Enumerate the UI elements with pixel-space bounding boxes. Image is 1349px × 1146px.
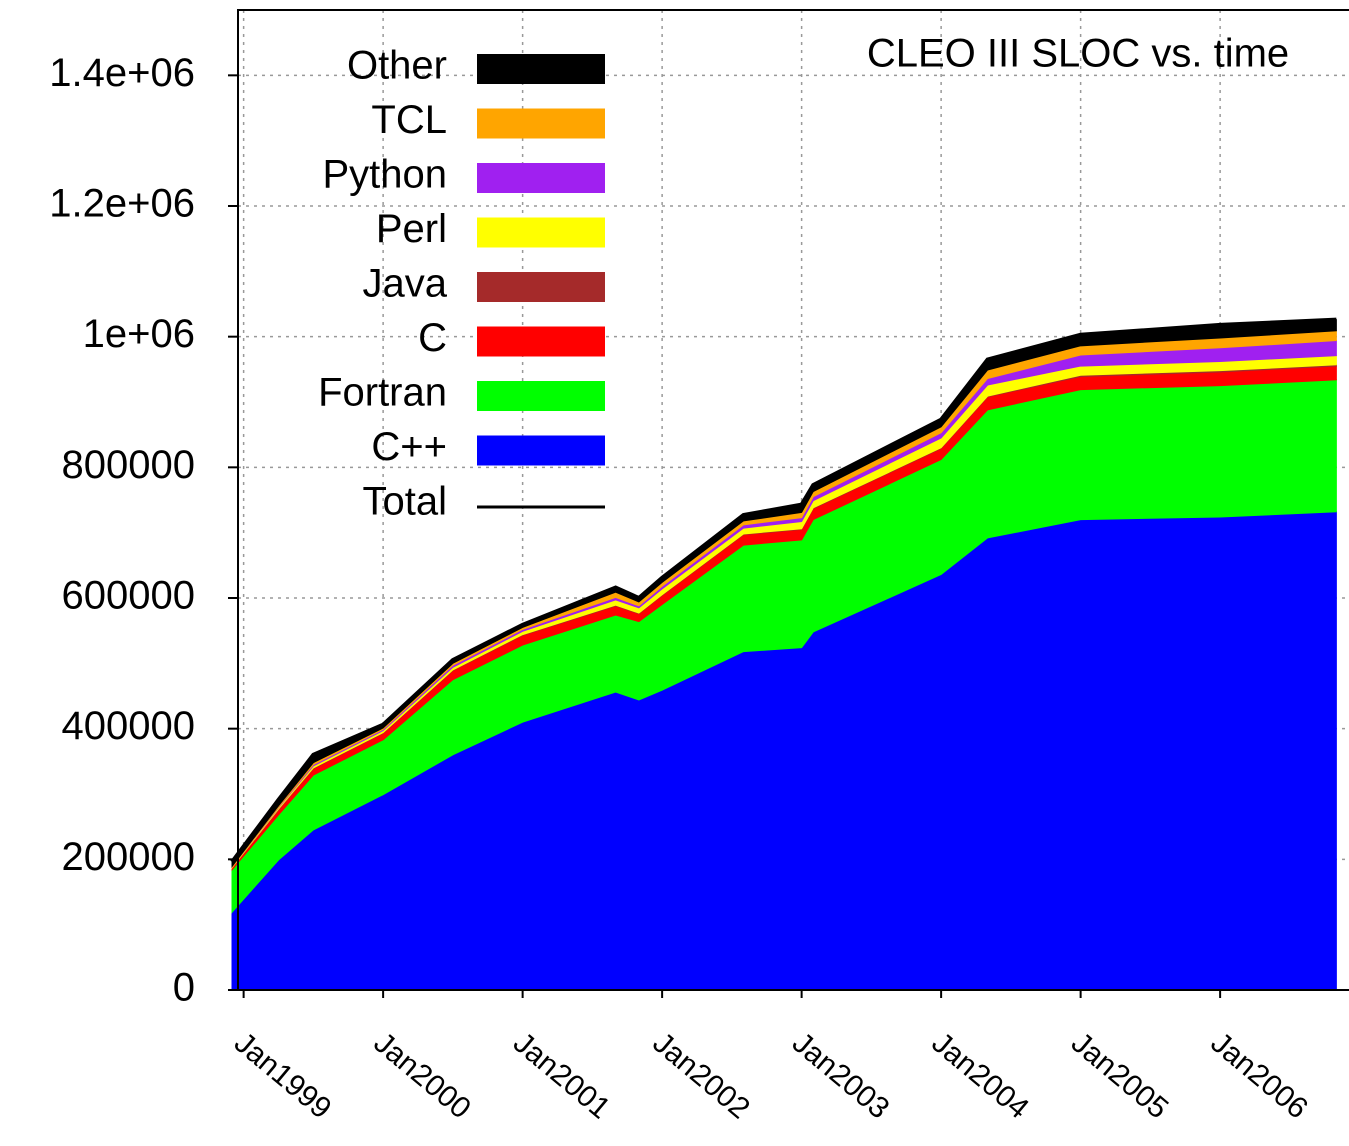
x-tick-label: Jan2006 <box>1205 1026 1314 1125</box>
x-tick-label: Jan2000 <box>368 1026 477 1125</box>
y-tick-label: 1.2e+06 <box>49 182 195 226</box>
plot-frame <box>237 9 1349 991</box>
legend-label: TCL <box>371 98 447 142</box>
y-tick-label: 800000 <box>62 443 195 487</box>
y-tick-label: 600000 <box>62 574 195 618</box>
x-tick-label: Jan2004 <box>926 1026 1035 1125</box>
legend-swatch <box>477 381 605 411</box>
x-tick-label: Jan1999 <box>228 1026 337 1125</box>
legend-swatch <box>477 163 605 193</box>
legend-swatch <box>477 217 605 248</box>
x-tick-label: Jan2003 <box>786 1026 895 1125</box>
legend-swatch <box>477 54 605 84</box>
y-tick-label: 1.4e+06 <box>49 51 195 95</box>
y-tick-label: 400000 <box>62 704 195 748</box>
y-tick-label: 200000 <box>62 835 195 879</box>
areas <box>230 317 1337 991</box>
legend-swatch <box>477 326 605 357</box>
legend-swatch <box>477 272 605 302</box>
legend-swatch <box>477 108 605 139</box>
legend: Other TCL Python Perl Java C Fortran C++ Total <box>318 44 605 524</box>
legend-label: Java <box>363 262 448 306</box>
legend-label: Python <box>322 153 447 197</box>
legend-label: Other <box>347 44 447 88</box>
chart-title: CLEO III SLOC vs. time <box>867 32 1289 76</box>
x-tick-label: Jan2001 <box>507 1026 616 1125</box>
legend-label: Fortran <box>318 371 447 415</box>
legend-label: C <box>418 316 447 360</box>
legend-label: Total <box>363 480 448 524</box>
y-tick-label: 1e+06 <box>83 312 195 356</box>
legend-swatch <box>477 435 605 466</box>
legend-label: C++ <box>371 425 447 469</box>
x-tick-label: Jan2002 <box>647 1026 756 1125</box>
total-line <box>230 317 1337 864</box>
legend-label: Perl <box>376 207 447 251</box>
x-tick-label: Jan2005 <box>1065 1026 1174 1125</box>
y-tick-label: 0 <box>173 966 195 1010</box>
